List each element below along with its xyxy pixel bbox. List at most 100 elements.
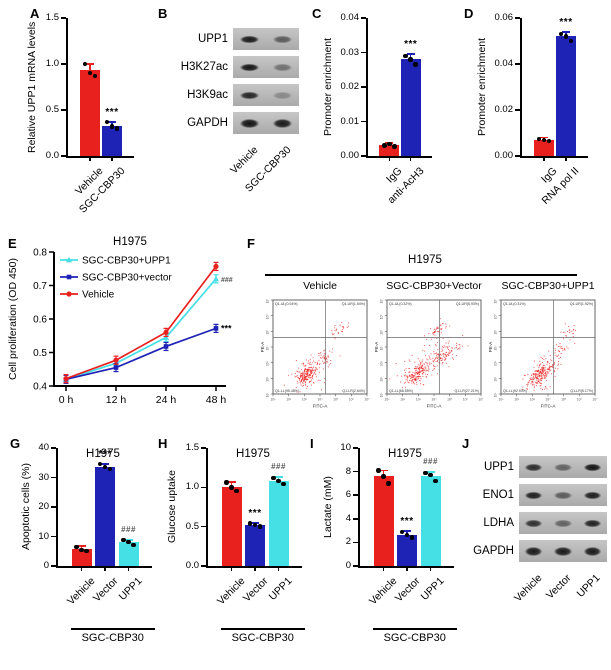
error-bar-cap: [101, 463, 109, 466]
scatter-dot: [448, 352, 450, 354]
x-tick-mark: [111, 156, 113, 161]
scatter-dot: [434, 352, 436, 354]
panel-letter-A: A: [30, 6, 40, 21]
scatter-dot: [310, 379, 312, 381]
flow-column-label: Vehicle: [303, 280, 337, 292]
scatter-dot: [554, 375, 556, 377]
scatter-dot: [413, 382, 415, 384]
scatter-dot: [411, 377, 413, 379]
scatter-dot: [294, 376, 296, 378]
scatter-dot: [424, 350, 426, 352]
scatter-dot: [315, 366, 317, 369]
y-tick-label: 4: [345, 512, 351, 524]
panel-letter-F: F: [247, 236, 255, 251]
scatter-dot: [442, 359, 444, 361]
protein-band: [581, 462, 603, 472]
scatter-dot: [411, 373, 413, 375]
scatter-dot: [557, 368, 559, 370]
scatter-dot: [409, 360, 411, 362]
scatter-dot: [314, 371, 316, 374]
scatter-dot: [427, 365, 429, 367]
scatter-dot: [436, 359, 439, 361]
y-axis-label: Promoter enrichment: [322, 37, 334, 137]
scatter-dot: [438, 362, 440, 364]
data-point: [92, 73, 98, 79]
scatter-dot: [294, 373, 296, 375]
scatter-dot: [341, 328, 343, 331]
scatter-dot: [548, 366, 551, 368]
scatter-dot: [326, 359, 328, 361]
x-tick-mark: [388, 156, 391, 161]
x-tick-mark: [89, 156, 91, 161]
scatter-dot: [441, 329, 443, 331]
scatter-dot: [445, 323, 447, 325]
protein-band: [237, 90, 262, 100]
scatter-dot: [299, 382, 301, 384]
scatter-dot: [429, 344, 431, 347]
scatter-dot: [436, 360, 439, 362]
scatter-dot: [315, 374, 317, 376]
scatter-dot: [451, 357, 453, 359]
scatter-dot: [461, 345, 463, 347]
scatter-dot: [540, 363, 542, 365]
error-bar-cap: [406, 53, 415, 56]
x-tick-label: 10³: [302, 398, 308, 402]
scatter-dot: [542, 377, 544, 379]
scatter-dot: [416, 376, 418, 378]
scatter-dot: [414, 370, 417, 372]
scatter-dot: [569, 332, 571, 334]
bar-vector: [95, 467, 115, 566]
scatter-dot: [341, 321, 343, 323]
scatter-dot: [347, 322, 349, 324]
scatter-dot: [323, 382, 325, 384]
data-point: [381, 474, 386, 479]
y-axis: 0.00 0.01 0.02 0.03 0.04: [336, 12, 366, 161]
scatter-dot: [408, 374, 410, 376]
scatter-dot: [556, 355, 558, 357]
scatter-dot: [437, 327, 439, 329]
x-tick-label: 24 h: [156, 394, 177, 406]
scatter-dot: [561, 347, 563, 350]
scatter-dot: [439, 328, 441, 330]
scatter-dot: [409, 379, 411, 382]
data-point: [229, 485, 234, 490]
scatter-dot: [323, 357, 325, 359]
y-tick-label: 10³: [266, 361, 270, 366]
x-tick-label: 10⁷: [479, 398, 485, 402]
data-point: [536, 136, 542, 141]
y-tick-label: 10³: [380, 361, 384, 366]
scatter-dot: [334, 324, 336, 326]
scatter-dot: [542, 365, 544, 367]
scatter-dot: [544, 373, 546, 375]
scatter-dot: [526, 384, 528, 386]
legend-label: SGC-CBP30+vector: [82, 273, 172, 284]
scatter-dot: [303, 381, 305, 383]
scatter-dot: [532, 384, 534, 386]
scatter-dot: [283, 384, 285, 386]
scatter-dot: [316, 369, 318, 371]
scatter-dot: [530, 377, 532, 379]
y-tick-mark: [361, 17, 366, 19]
scatter-dot: [462, 334, 464, 336]
y-tick-label: 10: [340, 442, 351, 453]
scatter-dot: [418, 367, 420, 369]
scatter-dot: [419, 380, 421, 382]
scatter-dot: [408, 367, 410, 370]
blot-strip: [233, 112, 299, 134]
panel-letter-I: I: [310, 436, 314, 451]
scatter-dot: [573, 324, 575, 327]
scatter-dot: [303, 362, 305, 365]
scatter-dot: [313, 360, 315, 362]
scatter-dot: [439, 357, 441, 360]
y-tick-label: 0.01: [340, 115, 360, 127]
y-tick-label: 0.5: [45, 104, 59, 115]
scatter-dot: [434, 334, 436, 336]
scatter-dot: [419, 370, 421, 372]
y-axis-label: PE-A: [489, 341, 493, 353]
scatter-dot: [447, 342, 449, 344]
scatter-dot: [300, 377, 302, 379]
scatter-dot: [303, 375, 305, 377]
scatter-dot: [302, 380, 304, 382]
scatter-dot: [435, 344, 437, 346]
